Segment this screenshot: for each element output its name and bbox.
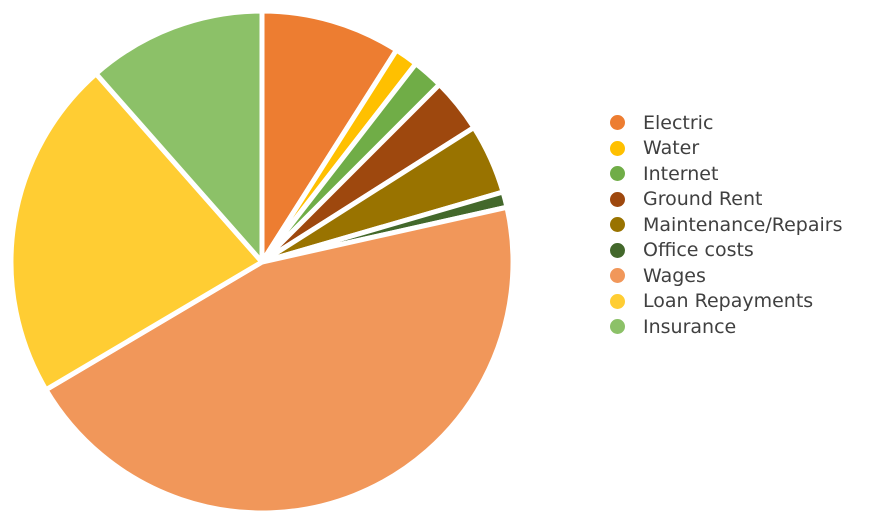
legend-swatch (610, 166, 625, 182)
legend-label: Maintenance/Repairs (643, 213, 843, 236)
legend-item-ground-rent: Ground Rent (610, 187, 843, 213)
legend-label: Electric (643, 111, 714, 134)
legend-swatch (610, 191, 625, 207)
legend-swatch (610, 217, 625, 233)
legend-swatch (610, 242, 625, 258)
legend-item-loan-repayments: Loan Repayments (610, 289, 843, 315)
legend: Electric Water Internet Ground Rent Maintena… (610, 110, 843, 340)
legend-label: Office costs (643, 239, 754, 262)
pie-slice-insurance (93, 8, 265, 265)
pie-slice-electric (259, 8, 399, 265)
legend-item-maintenance-repairs: Maintenance/Repairs (610, 212, 843, 238)
legend-swatch (610, 140, 625, 156)
legend-label: Ground Rent (643, 188, 763, 211)
legend-item-insurance: Insurance (610, 314, 843, 340)
legend-item-electric: Electric (610, 110, 843, 136)
legend-item-internet: Internet (610, 161, 843, 187)
legend-item-office-costs: Office costs (610, 238, 843, 264)
legend-label: Internet (643, 162, 719, 185)
legend-swatch (610, 293, 625, 309)
legend-item-wages: Wages (610, 263, 843, 289)
legend-item-water: Water (610, 136, 843, 162)
legend-swatch (610, 319, 625, 335)
legend-label: Loan Repayments (643, 290, 814, 313)
legend-swatch (610, 115, 625, 131)
legend-swatch (610, 268, 625, 284)
legend-label: Wages (643, 264, 706, 287)
legend-label: Water (643, 137, 700, 160)
pie-slice-wages (43, 204, 516, 511)
pie-slice-loan-repayments (8, 71, 265, 393)
legend-label: Insurance (643, 315, 737, 338)
pie-slices (8, 8, 516, 511)
